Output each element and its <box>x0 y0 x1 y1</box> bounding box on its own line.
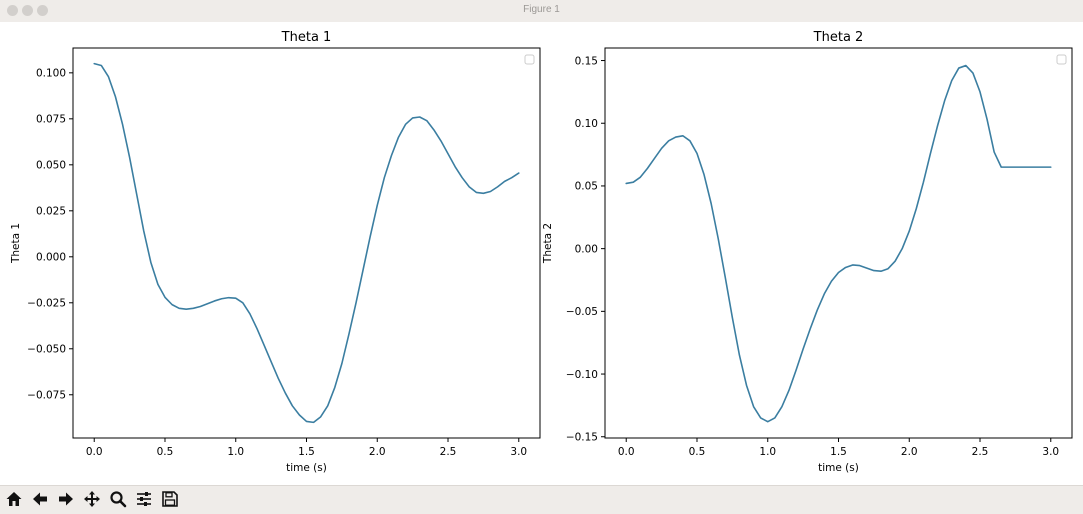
y-tick-label: −0.025 <box>27 298 66 310</box>
forward-button[interactable] <box>55 488 77 510</box>
minimize-window-button[interactable] <box>22 5 33 16</box>
back-button[interactable] <box>29 488 51 510</box>
pan-button[interactable] <box>81 488 103 510</box>
y-tick-label: 0.025 <box>36 206 66 218</box>
x-tick-label: 1.5 <box>830 446 847 458</box>
x-tick-label: 1.0 <box>759 446 776 458</box>
y-tick-label: 0.050 <box>36 160 66 172</box>
zoom-window-button[interactable] <box>37 5 48 16</box>
configure-subplots-button[interactable] <box>133 488 155 510</box>
y-tick-label: 0.15 <box>575 55 598 67</box>
save-button[interactable] <box>159 488 181 510</box>
x-tick-label: 2.5 <box>440 446 457 458</box>
legend-box <box>524 54 535 65</box>
window-titlebar: Figure 1 <box>0 0 1083 23</box>
subplot-1: Theta 1 0.0 0.5 1.0 1.5 2.0 2.5 3.0 −0.075 −0.050… <box>10 30 541 474</box>
zoom-button[interactable] <box>107 488 129 510</box>
save-floppy-icon <box>162 491 178 507</box>
axes-frame <box>72 47 541 439</box>
back-arrow-icon <box>33 492 47 506</box>
y-tick-label: −0.15 <box>566 432 598 444</box>
figure-svg: Theta 10.0 0.5 1.0 1.5 2.0 2.5 3.0−0.075−0.050… <box>10 30 1073 474</box>
x-tick-label: 3.0 <box>510 446 527 458</box>
x-tick-label: 0.0 <box>86 446 103 458</box>
x-tick-label: 1.0 <box>227 446 244 458</box>
y-tick-label: −0.075 <box>27 390 66 402</box>
home-icon <box>6 492 22 506</box>
x-tick-label: 2.0 <box>369 446 386 458</box>
pan-move-icon <box>84 491 100 507</box>
y-axis-label: Theta 1 <box>10 223 22 264</box>
y-tick-label: 0.00 <box>575 243 598 255</box>
x-axis-label: time (s) <box>286 462 327 474</box>
y-tick-label: −0.05 <box>566 306 598 318</box>
subplot-2: Theta 2 0.0 0.5 1.0 1.5 2.0 2.5 3.0 −0.15 −0.10 −0… <box>542 30 1073 474</box>
y-tick-label: −0.050 <box>27 344 66 356</box>
window-title: Figure 1 <box>523 4 560 15</box>
y-axis-label: Theta 2 <box>542 223 554 264</box>
chart-title: Theta 2 <box>813 30 864 45</box>
navigation-toolbar <box>0 485 1083 514</box>
x-tick-label: 1.5 <box>298 446 315 458</box>
y-tick-label: −0.10 <box>566 369 598 381</box>
x-tick-label: 3.0 <box>1042 446 1059 458</box>
y-tick-label: 0.000 <box>36 252 66 264</box>
x-tick-label: 0.5 <box>689 446 706 458</box>
x-tick-label: 2.0 <box>901 446 918 458</box>
y-tick-label: 0.075 <box>36 114 66 126</box>
close-window-button[interactable] <box>7 5 18 16</box>
zoom-magnifier-icon <box>110 491 127 508</box>
x-tick-label: 0.0 <box>618 446 635 458</box>
home-button[interactable] <box>3 488 25 510</box>
x-tick-label: 0.5 <box>157 446 174 458</box>
y-tick-label: 0.10 <box>575 118 598 130</box>
y-tick-label: 0.05 <box>575 181 598 193</box>
forward-arrow-icon <box>59 492 73 506</box>
series-line <box>625 64 1052 423</box>
series-line <box>93 62 520 424</box>
configure-subplots-icon <box>137 492 151 506</box>
x-tick-label: 2.5 <box>972 446 989 458</box>
chart-title: Theta 1 <box>281 30 332 45</box>
y-tick-label: 0.100 <box>36 68 66 80</box>
x-axis-label: time (s) <box>818 462 859 474</box>
figure-canvas[interactable]: Theta 1 0.0 0.5 1.0 1.5 2.0 2.5 3.0 −0.075 −0.050… <box>0 22 1083 485</box>
legend-box <box>1056 54 1067 65</box>
axes-frame <box>604 47 1073 439</box>
